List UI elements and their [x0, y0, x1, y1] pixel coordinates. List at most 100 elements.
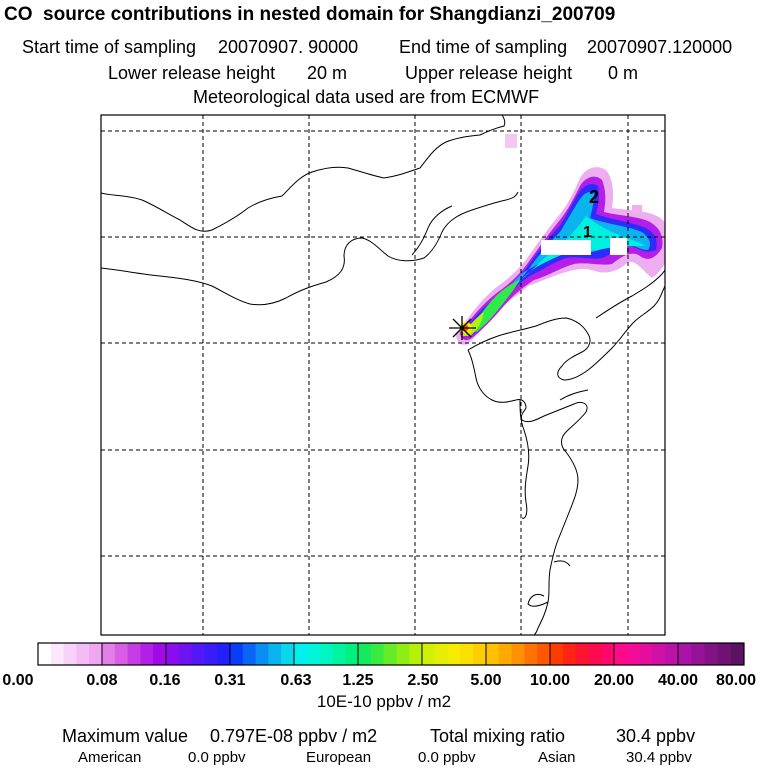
total-mixing-ratio-value: 30.4 ppbv	[616, 726, 696, 746]
colorbar-cell	[102, 643, 116, 665]
max-value-label: Maximum value	[62, 726, 189, 746]
colorbar-cell	[588, 643, 602, 665]
coastline	[101, 115, 665, 635]
colorbar-cell	[460, 643, 474, 665]
colorbar-cell	[217, 643, 231, 665]
colorbar-frame	[37, 642, 745, 666]
map-title: CO source contributions in nested domain…	[4, 4, 616, 25]
colorbar-cell	[498, 643, 512, 665]
colorbar-cell	[319, 643, 333, 665]
american-label: American	[78, 749, 142, 766]
colorbar-cell	[409, 643, 423, 665]
colorbar-cell	[345, 643, 359, 665]
tick-label-11: 80.00	[715, 672, 757, 689]
colorbar-cell	[166, 643, 180, 665]
start-time-label: Start time of sampling	[22, 37, 197, 57]
asian-value: 30.4 ppbv	[626, 749, 692, 766]
colorbar-cell	[191, 643, 205, 665]
map-grid	[101, 115, 665, 635]
tick-label-6: 2.50	[407, 672, 439, 689]
colorbar-cell	[50, 643, 64, 665]
tick-label-9: 20.00	[593, 672, 635, 689]
colorbar-cell	[575, 643, 589, 665]
european-value: 0.0 ppbv	[418, 749, 476, 766]
upper-height-value: 0 m	[608, 63, 639, 83]
colorbar-cell	[38, 643, 52, 665]
colorbar-cell	[730, 643, 745, 665]
american-value: 0.0 ppbv	[188, 749, 246, 766]
colorbar-cell	[614, 643, 628, 665]
tick-label-7: 5.00	[470, 672, 502, 689]
colorbar-cell	[332, 643, 346, 665]
contour-label-2: 2	[589, 187, 599, 207]
colorbar-cell	[255, 643, 269, 665]
tick-label-2: 0.16	[149, 672, 181, 689]
tick-label-1: 0.08	[86, 672, 118, 689]
colorbar-cell	[89, 643, 103, 665]
tick-label-5: 1.25	[342, 672, 374, 689]
tick-label-3: 0.31	[214, 672, 246, 689]
colorbar-cell	[691, 643, 705, 665]
colorbar-cell	[537, 643, 551, 665]
star-icon	[449, 316, 476, 340]
colorbar-cell	[370, 643, 384, 665]
colorbar-cell	[626, 643, 640, 665]
colorbar-cell	[268, 643, 282, 665]
colorbar	[37, 642, 745, 666]
map-panel	[101, 115, 665, 635]
start-time-value: 20070907. 90000	[218, 37, 359, 57]
colorbar-cell	[358, 643, 372, 665]
colorbar-cell	[717, 643, 732, 665]
colorbar-cell	[486, 643, 500, 665]
colorbar-cell	[550, 643, 564, 665]
tick-label-0: 0.00	[2, 672, 34, 689]
colorbar-cell	[524, 643, 538, 665]
colorbar-cell	[473, 643, 487, 665]
colorbar-cell	[396, 643, 410, 665]
total-mixing-ratio-label: Total mixing ratio	[430, 726, 566, 746]
colorbar-cell	[178, 643, 192, 665]
colorbar-cell	[204, 643, 218, 665]
colorbar-cell	[422, 643, 436, 665]
end-time-label: End time of sampling	[399, 37, 568, 57]
colorbar-tick-labels: 0.00 0.08 0.16 0.31 0.63 1.25 2.50 5.00 …	[0, 672, 768, 692]
contour-label-1: 1	[583, 224, 592, 241]
colorbar-cell	[281, 643, 295, 665]
colorbar-cell	[140, 643, 154, 665]
end-time-value: 20070907.120000	[587, 37, 733, 57]
tick-label-8: 10.00	[529, 672, 571, 689]
upper-height-label: Upper release height	[405, 63, 573, 83]
tick-label-10: 40.00	[657, 672, 699, 689]
colorbar-cell	[153, 643, 167, 665]
colorbar-cell	[562, 643, 576, 665]
colorbar-cell	[678, 643, 692, 665]
concentration-plume	[456, 134, 665, 345]
lower-height-value: 20 m	[307, 63, 348, 83]
tick-label-4: 0.63	[280, 672, 312, 689]
colorbar-cell	[704, 643, 718, 665]
colorbar-cell	[242, 643, 256, 665]
lower-height-label: Lower release height	[108, 63, 276, 83]
colorbar-cell	[114, 643, 128, 665]
colorbar-cell	[434, 643, 448, 665]
colorbar-cell	[127, 643, 141, 665]
colorbar-unit: 10E-10 ppbv / m2	[316, 692, 452, 711]
colorbar-cell	[294, 643, 308, 665]
colorbar-cell	[76, 643, 90, 665]
colorbar-cell	[652, 643, 666, 665]
colorbar-cell	[63, 643, 77, 665]
colorbar-cell	[306, 643, 320, 665]
colorbar-cell	[230, 643, 244, 665]
map-frame	[100, 114, 666, 636]
max-value-value: 0.797E-08 ppbv / m2	[210, 726, 378, 746]
colorbar-cell	[383, 643, 397, 665]
european-label: European	[306, 749, 372, 766]
colorbar-cell	[447, 643, 461, 665]
colorbar-cell	[665, 643, 679, 665]
colorbar-cell	[511, 643, 525, 665]
colorbar-cell	[639, 643, 653, 665]
colorbar-cell	[601, 643, 615, 665]
met-data-line: Meteorological data used are from ECMWF	[193, 87, 540, 107]
asian-label: Asian	[538, 749, 576, 766]
